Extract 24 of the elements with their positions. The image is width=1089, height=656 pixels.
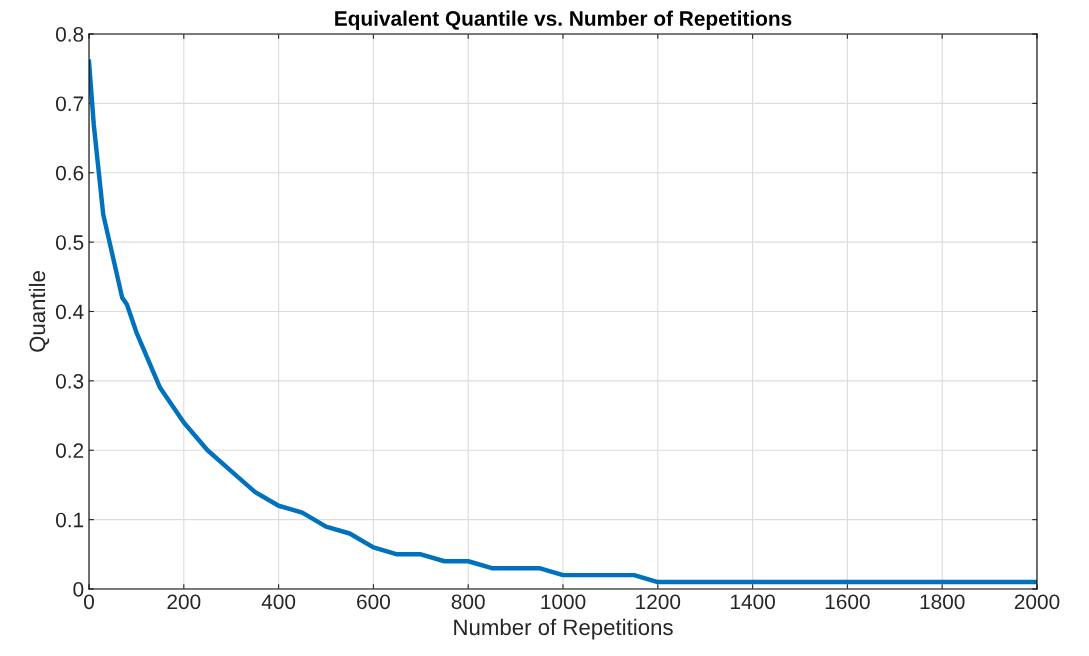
x-tick-label: 600 [357, 594, 390, 610]
x-axis-title: Number of Repetitions [454, 618, 673, 640]
line-series [89, 59, 1037, 585]
y-tick-label: 0.2 [55, 443, 84, 458]
y-axis-title: Quantile [28, 271, 50, 352]
x-tick-label: 2000 [1014, 594, 1060, 610]
y-tick-label: 0.7 [55, 96, 84, 112]
x-tick-label: 1000 [541, 594, 586, 610]
y-tick-label: 0.6 [55, 165, 84, 181]
y-tick-label: 0.4 [55, 304, 84, 320]
y-tick-label: 0.1 [55, 512, 84, 528]
y-tick-label: 0.5 [55, 235, 84, 250]
x-tick-label: 1200 [636, 594, 681, 610]
x-tick-label: 1400 [731, 594, 775, 610]
y-tick-label: 0 [73, 582, 84, 597]
x-tick-label: 800 [451, 594, 485, 610]
y-tick-label: 0.3 [55, 373, 84, 389]
x-tick-label: 1800 [920, 594, 965, 610]
x-tick-label: 400 [261, 594, 296, 610]
x-tick-label: 1600 [825, 594, 870, 610]
x-tick-label: 0 [84, 594, 94, 610]
chart-title: Equivalent Quantile vs. Number of Repetitions [335, 10, 792, 30]
x-tick-label: 200 [167, 594, 201, 610]
y-tick-label: 0.8 [55, 27, 84, 42]
